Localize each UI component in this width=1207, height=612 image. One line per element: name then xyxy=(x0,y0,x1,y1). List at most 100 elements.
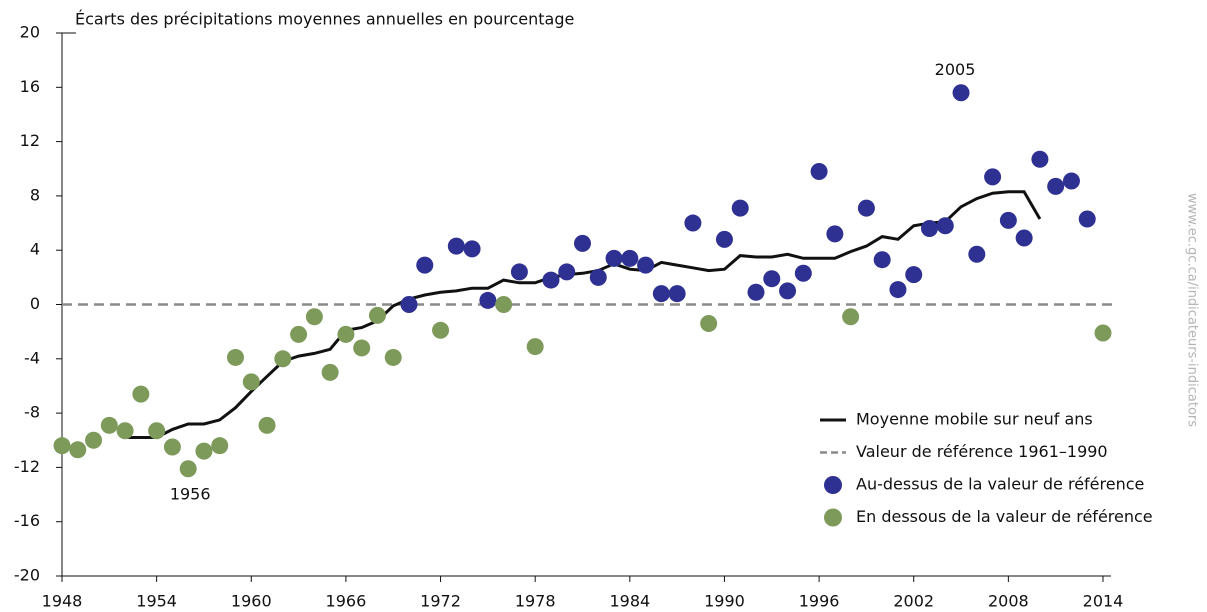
data-point xyxy=(715,230,733,248)
data-point xyxy=(1078,210,1096,228)
data-point xyxy=(1015,229,1033,247)
moving-average-line xyxy=(125,190,1042,439)
data-point xyxy=(179,460,197,478)
data-point xyxy=(968,245,986,263)
data-point xyxy=(889,281,907,299)
y-tick-label: 8 xyxy=(30,185,40,204)
annotation: 2005 xyxy=(935,60,976,79)
data-point xyxy=(132,385,150,403)
data-point xyxy=(1062,172,1080,190)
data-point xyxy=(384,348,402,366)
data-point xyxy=(652,285,670,303)
data-point xyxy=(589,268,607,286)
data-point xyxy=(400,296,418,313)
x-tick-label: 1996 xyxy=(799,592,840,611)
data-point xyxy=(163,438,181,456)
x-tick-label: 1954 xyxy=(136,592,177,611)
legend-swatch xyxy=(824,476,842,494)
data-point xyxy=(116,422,134,440)
data-point xyxy=(763,270,781,288)
data-point xyxy=(305,308,323,326)
data-point xyxy=(495,296,513,313)
data-point xyxy=(842,308,860,326)
data-point xyxy=(69,441,87,459)
data-point xyxy=(700,315,718,333)
data-point xyxy=(526,338,544,356)
data-point xyxy=(510,263,528,281)
data-point xyxy=(747,283,765,301)
data-point xyxy=(999,211,1017,229)
data-point xyxy=(211,437,229,455)
data-point xyxy=(1047,177,1065,195)
x-tick-label: 1948 xyxy=(42,592,83,611)
data-point xyxy=(274,350,292,368)
data-point xyxy=(984,168,1002,186)
y-tick-label: 12 xyxy=(20,131,40,150)
data-point xyxy=(668,285,686,303)
x-tick-label: 2008 xyxy=(988,592,1029,611)
data-point xyxy=(794,264,812,282)
legend-label: Valeur de référence 1961–1990 xyxy=(856,442,1108,461)
y-tick-label: 4 xyxy=(30,240,40,259)
x-tick-label: 2002 xyxy=(893,592,934,611)
data-point xyxy=(100,416,118,434)
x-tick-label: 1984 xyxy=(609,592,650,611)
x-tick-label: 1972 xyxy=(420,592,461,611)
data-point xyxy=(258,416,276,434)
data-point xyxy=(779,282,797,300)
annotation: 1956 xyxy=(170,484,211,503)
data-point xyxy=(857,199,875,217)
legend-label: Moyenne mobile sur neuf ans xyxy=(856,410,1093,429)
data-point xyxy=(463,240,481,258)
data-point xyxy=(353,339,371,357)
data-point xyxy=(637,256,655,274)
data-point xyxy=(621,249,639,267)
data-point xyxy=(479,291,497,309)
x-tick-label: 2014 xyxy=(1083,592,1124,611)
data-point xyxy=(1031,150,1049,168)
data-point xyxy=(148,422,166,440)
data-point xyxy=(605,249,623,267)
y-tick-label: -4 xyxy=(24,348,40,367)
data-point xyxy=(432,321,450,339)
data-point xyxy=(826,225,844,243)
legend-swatch xyxy=(824,508,842,527)
legend-label: Au-dessus de la valeur de référence xyxy=(856,475,1144,494)
data-point xyxy=(684,214,702,232)
data-point xyxy=(416,256,434,274)
data-point xyxy=(558,263,576,281)
data-point xyxy=(195,442,213,460)
data-point xyxy=(447,237,465,255)
y-tick-label: -8 xyxy=(24,403,40,422)
y-tick-label: 20 xyxy=(20,23,40,42)
data-point xyxy=(574,234,591,252)
y-tick-label: 0 xyxy=(30,294,40,313)
legend-label: En dessous de la valeur de référence xyxy=(856,507,1153,526)
data-point xyxy=(290,325,308,343)
y-tick-label: 16 xyxy=(20,77,40,96)
data-point xyxy=(337,325,355,343)
chart-title: Écarts des précipitations moyennes annue… xyxy=(75,10,574,29)
data-point xyxy=(952,84,970,102)
data-point xyxy=(731,199,749,217)
data-point xyxy=(905,266,923,284)
data-point xyxy=(873,251,891,269)
x-tick-label: 1978 xyxy=(515,592,556,611)
watermark: www.ec.gc.ca/indicateurs-indicators xyxy=(1185,193,1200,427)
data-point xyxy=(85,431,103,449)
y-tick-label: -12 xyxy=(14,457,40,476)
x-tick-label: 1990 xyxy=(704,592,745,611)
data-point xyxy=(227,348,244,366)
y-tick-label: -16 xyxy=(14,511,40,530)
data-point xyxy=(936,217,954,235)
data-point xyxy=(542,271,560,289)
data-point xyxy=(242,373,260,391)
data-point xyxy=(321,363,339,381)
data-point xyxy=(53,437,71,455)
data-point xyxy=(1094,324,1112,342)
x-tick-label: 1966 xyxy=(326,592,367,611)
data-point xyxy=(368,306,386,324)
x-tick-label: 1960 xyxy=(231,592,272,611)
data-point xyxy=(921,219,938,237)
